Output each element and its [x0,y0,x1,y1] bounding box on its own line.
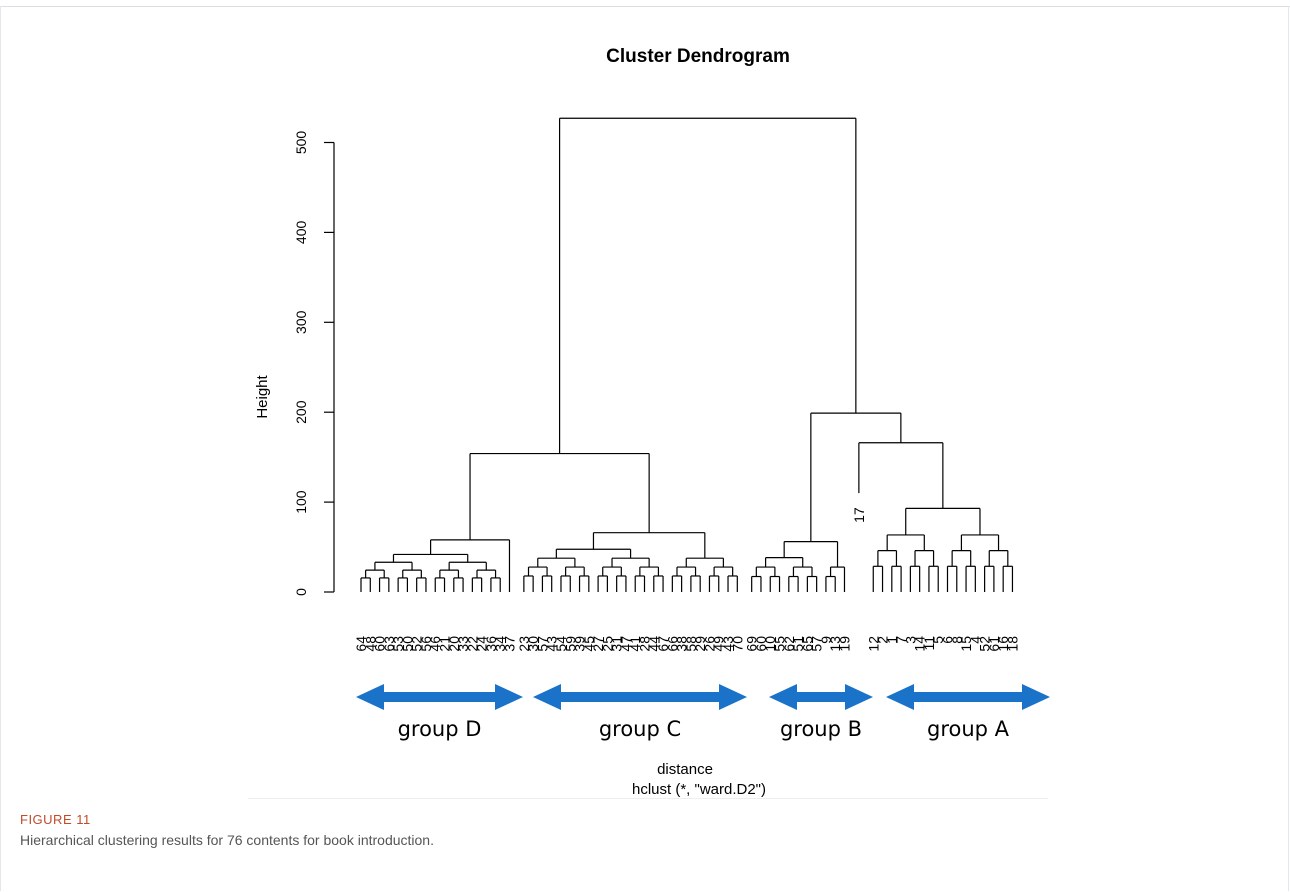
leaf-label: 44 [646,636,662,652]
leaf-label: 62 [781,636,797,652]
leaf-label: 6 [939,636,955,644]
leaf-label: 17 [851,507,867,523]
leaf-label: 5 [930,636,946,644]
leaf-label: 33 [455,636,471,652]
leaf-label: 1 [884,636,900,644]
group-arrow [356,684,523,710]
leaf-label: 57 [534,636,550,652]
leaf-label: 24 [474,636,490,652]
leaf-label: 18 [1004,636,1020,652]
leaf-label: 45 [581,636,597,652]
leaf-label: 60 [372,636,388,652]
group-arrows: group D group C group B group A [356,684,1050,741]
leaf-label: 43 [544,636,560,652]
figure-label: FIGURE 11 [20,812,91,827]
leaf-label: 39 [572,636,588,652]
leaf-label: 37 [501,636,517,652]
leaf-label: 54 [553,636,569,652]
leaf-label: 66 [664,636,680,652]
leaf-label: 55 [772,636,788,652]
leaf-label: 3 [902,636,918,644]
leaf-label: 19 [836,636,852,652]
leaf-label: 46 [427,636,443,652]
leaf-label: 26 [701,636,717,652]
leaf-label: 11 [921,636,937,651]
leaf-label: 60 [753,636,769,652]
group-label: group D [398,717,482,741]
y-tick-label: 100 [293,490,309,514]
leaf-label: 56 [418,636,434,652]
leaf-label: 70 [729,636,745,652]
leaf-label: 63 [381,636,397,652]
leaf-label: 13 [827,636,843,652]
leaf-label: 25 [599,636,615,652]
leaf-label: 61 [986,636,1002,652]
leaf-label: 4 [967,636,983,644]
leaf-label: 9 [818,636,834,644]
leaf-label: 30 [525,636,541,652]
leaf-label: 59 [562,636,578,652]
method-label: hclust (*, "ward.D2") [632,781,766,798]
leaf-label: 14 [912,636,928,652]
top-rule [0,6,1290,7]
leaf-label: 34 [492,636,508,652]
leaf-label: 51 [790,636,806,652]
dendrogram-tree [360,117,1014,592]
leaf-label: 7 [893,636,909,644]
group-label: group B [780,717,862,741]
leaf-label: 12 [865,636,881,652]
leaf-label: 36 [483,636,499,652]
group-arrow [533,684,747,710]
y-tick-label: 200 [293,400,309,424]
y-tick-label: 500 [293,131,309,155]
leaf-label: 69 [744,636,760,652]
leaf-label: 65 [799,636,815,652]
leaf-label: 64 [353,636,369,652]
leaf-labels: 6448606353505256462120332224363437233057… [353,507,1020,651]
leaf-label: 29 [692,636,708,652]
leaf-label: 21 [437,636,453,652]
group-arrow [886,684,1050,710]
leaf-label: 23 [516,636,532,652]
x-axis-label: distance [657,761,713,778]
group-label: group C [599,717,681,741]
y-tick-label: 400 [293,221,309,245]
leaf-label: 43 [720,636,736,652]
leaf-label: 49 [711,636,727,652]
leaf-label: 58 [683,636,699,652]
figure-caption: Hierarchical clustering results for 76 c… [20,832,434,848]
y-axis-label: Height [254,374,271,418]
group-arrow [769,684,873,710]
leaf-label: 38 [674,636,690,652]
plot-area [248,22,1048,799]
leaf-label: 31 [609,636,625,652]
leaf-label: 2 [875,636,891,644]
leaf-label: 20 [446,636,462,652]
leaf-label: 52 [409,636,425,652]
leaf-label: 48 [362,636,378,652]
figure-frame [0,6,1289,891]
leaf-label: 57 [809,636,825,652]
leaf-label: 27 [590,636,606,652]
leaf-label: 50 [399,636,415,652]
leaf-label: 16 [995,636,1011,652]
leaf-label: 47 [618,636,634,652]
y-axis: 0 100 200 300 400 500 [293,131,335,596]
leaf-label: 8 [949,636,965,644]
y-tick-label: 0 [293,588,309,596]
group-label: group A [927,717,1010,741]
leaf-label: 67 [655,636,671,652]
chart-title: Cluster Dendrogram [606,46,790,67]
leaf-label: 41 [627,636,643,652]
dendrogram-chart: Cluster Dendrogram Height distance hclus… [254,46,1050,798]
leaf-label: 53 [390,636,406,652]
leaf-label: 22 [464,636,480,652]
leaf-label: 15 [958,636,974,652]
leaf-label: 28 [637,636,653,652]
leaf-label: 10 [762,636,778,652]
y-tick-label: 300 [293,310,309,334]
leaf-label: 52 [977,636,993,652]
